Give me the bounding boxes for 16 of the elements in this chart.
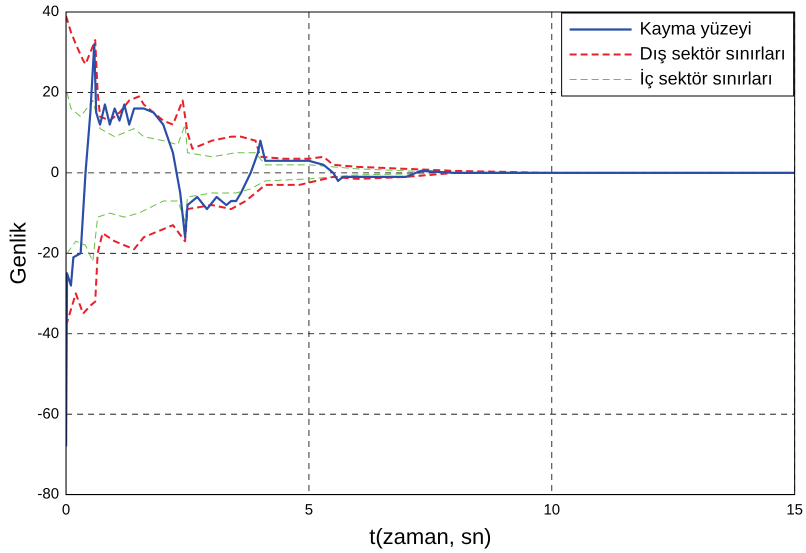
y-tick-label: 0: [50, 164, 60, 182]
y-tick-label: 20: [42, 84, 60, 101]
y-tick-label: -80: [37, 486, 60, 503]
x-tick-label: 15: [786, 502, 803, 519]
x-tick-label: 5: [304, 502, 314, 519]
y-axis-title: Genlik: [5, 221, 30, 284]
x-tick-label: 0: [62, 502, 70, 519]
y-tick-label: -60: [37, 405, 60, 422]
y-tick-label: -20: [37, 244, 60, 262]
y-tick-label: -40: [37, 324, 60, 342]
x-tick-label: 10: [543, 502, 560, 519]
legend-label: Kayma yüzeyi: [640, 18, 752, 38]
y-tick-label: 40: [42, 3, 60, 20]
legend-label: Dış sektör sınırları: [640, 43, 786, 64]
x-axis-title: t(zaman, sn): [369, 524, 492, 549]
legend-label: İç sektör sınırları: [640, 68, 773, 88]
